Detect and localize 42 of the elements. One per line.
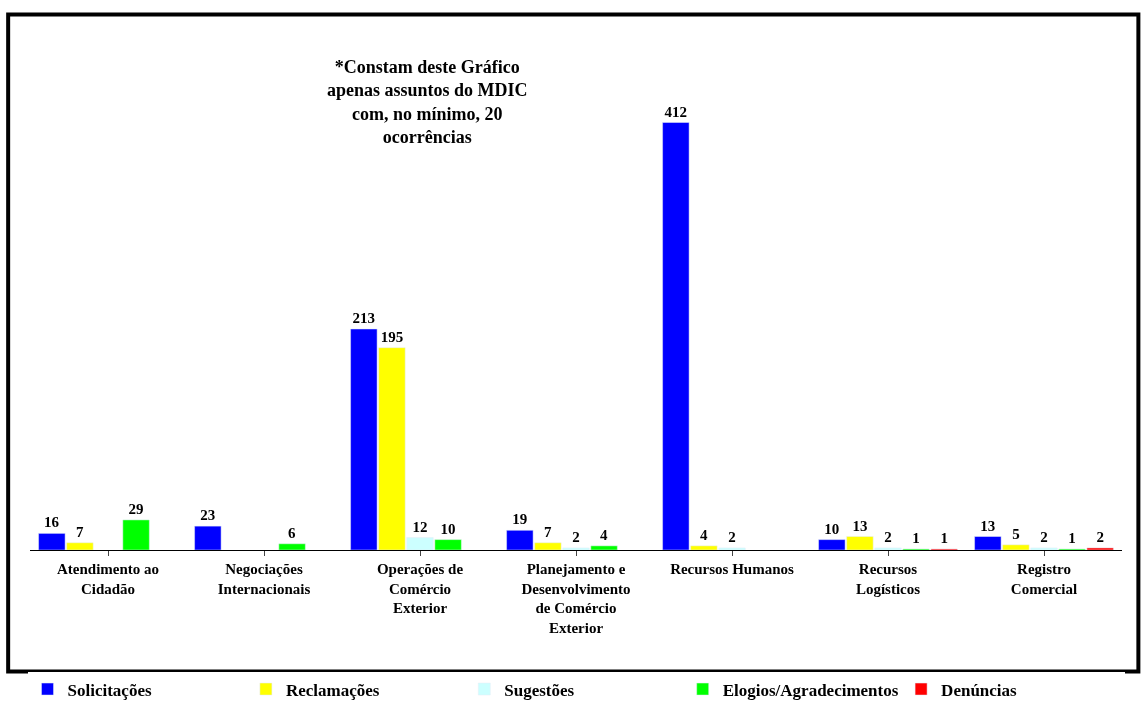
data-label: 2 [572,528,580,545]
data-label: 412 [664,103,688,120]
x-tick-label: Recursos Humanos [670,561,795,577]
data-label: 2 [728,528,736,545]
legend-label: Sugestões [504,680,575,700]
data-label: 2 [1096,528,1104,545]
x-tick-label: Planejamento e Desenvolvimento de Comércio Exterior [521,561,631,636]
data-label: 19 [512,511,528,528]
data-label: 2 [884,528,892,545]
bar [194,525,222,550]
data-label: 1 [912,529,920,546]
data-label: 213 [352,309,376,326]
x-tick-label: Registro Comercial [1010,561,1078,597]
data-label: 2 [1040,528,1048,545]
x-tick-label: Operações de Comércio Exterior [376,561,464,616]
legend-label: Denúncias [941,680,1018,700]
annotation: *Constam deste Gráfico apenas assuntos do MDIC com, no mínimo, 20 ocorrências [327,57,528,148]
data-label: 4 [600,526,609,543]
x-tick-label: Recursos Logísticos [855,561,921,597]
data-label: 29 [128,500,144,517]
data-label: 5 [1012,525,1020,542]
data-label: 6 [288,524,297,541]
data-label: 13 [852,517,868,534]
data-label: 10 [824,520,840,537]
bar [278,543,306,550]
data-label: 13 [980,517,996,534]
data-label: 1 [1068,529,1076,546]
data-label: 10 [440,520,456,537]
legend-label: Solicitações [67,680,152,700]
bar [122,519,150,550]
legend-label: Elogios/Agradecimentos [722,680,899,700]
data-label: 23 [200,507,216,524]
legend-label: Reclamações [285,680,380,700]
data-label: 1 [940,529,948,546]
data-label: 16 [44,514,60,531]
data-label: 195 [380,328,404,345]
x-tick-label: Negociações Internacionais [217,561,311,597]
x-tick-label: Atendimento ao Cidadão [56,561,160,597]
data-label: 7 [75,523,84,540]
data-label: 12 [412,518,428,535]
data-label: 4 [699,526,708,543]
data-label: 7 [543,523,552,540]
